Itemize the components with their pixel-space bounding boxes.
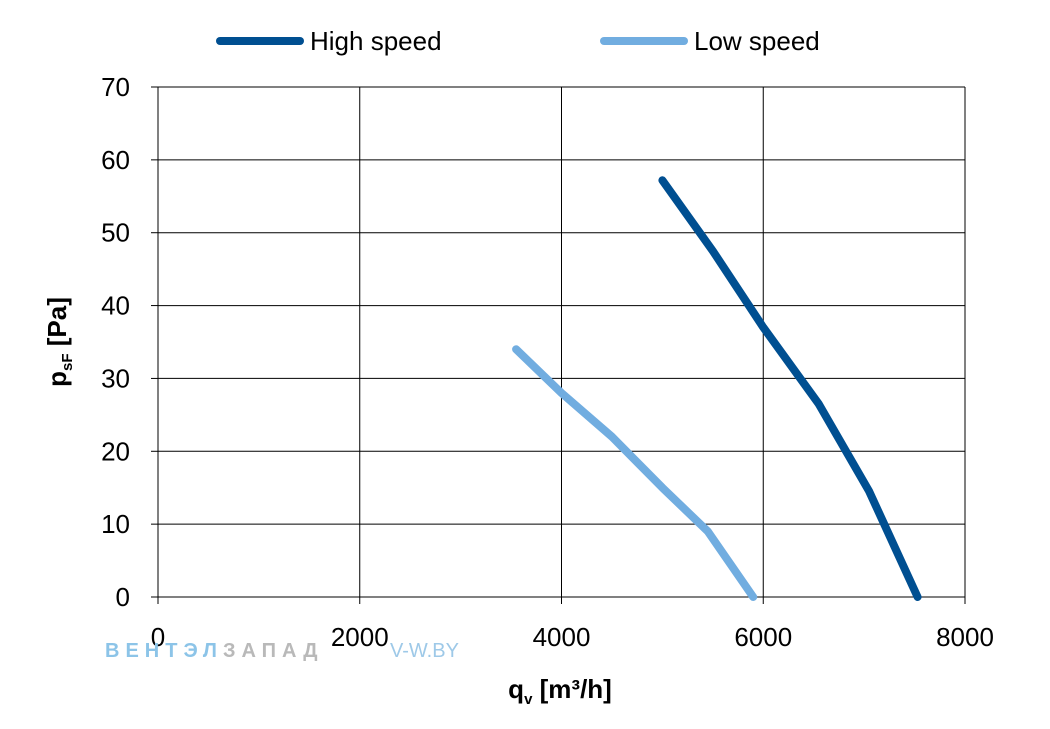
- x-tick-label: 4000: [533, 622, 591, 652]
- y-axis-title: psF [Pa]: [42, 297, 76, 387]
- legend-label: Low speed: [694, 26, 820, 56]
- x-tick-label: 2000: [331, 622, 389, 652]
- y-tick-label: 10: [101, 509, 130, 539]
- y-tick-label: 70: [101, 72, 130, 102]
- y-tick-label: 40: [101, 291, 130, 321]
- watermark: ВЕНТЭЛЗАПАД V-W.BY: [105, 640, 459, 662]
- series-lines: [512, 176, 922, 601]
- watermark-part2: ЗАПАД: [223, 640, 324, 662]
- legend-item-high-speed: High speed: [216, 26, 442, 56]
- y-tick-label: 60: [101, 145, 130, 175]
- y-tick-label: 20: [101, 436, 130, 466]
- y-tick-labels: 0 10 20 30 40 50 60 70: [101, 72, 130, 612]
- y-tick-label: 30: [101, 363, 130, 393]
- legend: High speed Low speed: [216, 26, 820, 56]
- y-tick-label: 0: [116, 582, 130, 612]
- series-line-low-speed: [512, 345, 758, 601]
- legend-item-low-speed: Low speed: [600, 26, 820, 56]
- watermark-part1: ВЕНТЭЛ: [105, 640, 223, 662]
- x-tick-label: 0: [151, 622, 165, 652]
- svg-text:ВЕНТЭЛЗАПАД: ВЕНТЭЛЗАПАД: [105, 640, 323, 662]
- x-tick-labels: 0 2000 4000 6000 8000: [151, 622, 994, 652]
- watermark-site: V-W.BY: [390, 640, 459, 662]
- series-line-high-speed: [658, 176, 922, 601]
- x-axis-title: qv [m³/h]: [508, 674, 612, 708]
- legend-label: High speed: [310, 26, 442, 56]
- grid: [151, 86, 966, 604]
- y-tick-label: 50: [101, 218, 130, 248]
- x-tick-label: 8000: [936, 622, 994, 652]
- x-tick-label: 6000: [734, 622, 792, 652]
